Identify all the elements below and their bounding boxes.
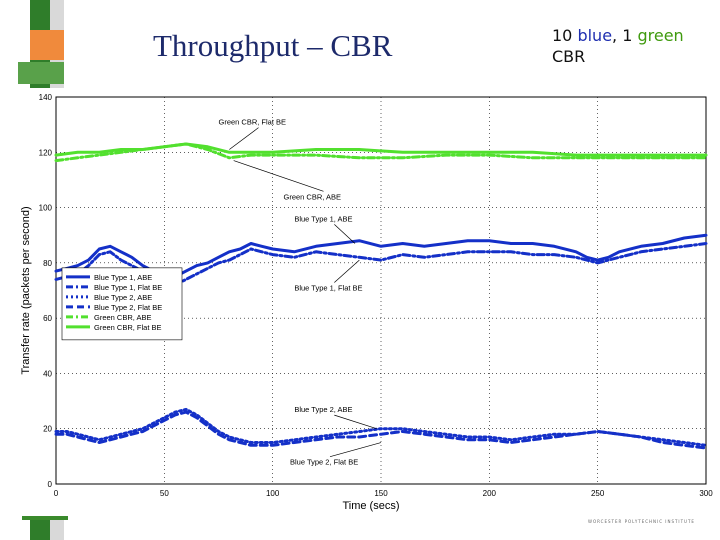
- legend-label: Green CBR, Flat BE: [94, 323, 162, 332]
- legend-label: Blue Type 1, ABE: [94, 273, 152, 282]
- series-line-4: [54, 410, 708, 450]
- x-tick-label: 150: [374, 489, 388, 498]
- y-tick-label: 60: [43, 314, 52, 323]
- y-tick-label: 20: [43, 425, 52, 434]
- annotation-label: Green CBR, ABE: [284, 192, 342, 201]
- x-tick-label: 200: [483, 489, 497, 498]
- y-tick-label: 0: [48, 480, 53, 489]
- y-tick-label: 100: [39, 204, 53, 213]
- caption-count: 10: [552, 26, 578, 45]
- annotation-arrow: [229, 127, 259, 150]
- footer-institution-text: WORCESTER POLYTECHNIC INSTITUTE: [588, 519, 695, 524]
- sidebar-orange-block: [30, 30, 64, 60]
- x-tick-label: 0: [54, 489, 59, 498]
- caption-separator: , 1: [612, 26, 638, 45]
- annotation-label: Blue Type 2, ABE: [294, 405, 352, 414]
- sidebar-green-block: [18, 62, 64, 84]
- y-tick-label: 80: [43, 259, 52, 268]
- slide-title: Throughput – CBR: [153, 28, 393, 63]
- x-tick-label: 100: [266, 489, 280, 498]
- x-axis-label: Time (secs): [342, 500, 399, 512]
- slide-caption: 10 blue, 1 green CBR: [552, 25, 684, 67]
- series-line-2: [54, 242, 708, 287]
- annotation-arrow: [334, 224, 356, 244]
- y-tick-label: 40: [43, 369, 52, 378]
- y-axis-label: Transfer rate (packets per second): [20, 206, 32, 374]
- series-line-5: [54, 142, 708, 163]
- annotation-arrow: [334, 414, 377, 430]
- annotation-arrow: [329, 442, 382, 457]
- y-tick-label: 140: [39, 93, 53, 102]
- annotation-label: Blue Type 1, ABE: [294, 214, 352, 223]
- legend-label: Green CBR, ABE: [94, 313, 152, 322]
- x-tick-label: 250: [591, 489, 605, 498]
- annotation-label: Blue Type 1, Flat BE: [294, 284, 362, 293]
- legend-label: Blue Type 1, Flat BE: [94, 283, 162, 292]
- series-line-3: [54, 407, 708, 447]
- legend-label: Blue Type 2, ABE: [94, 293, 152, 302]
- throughput-chart: 0 50 100 150 200 250 300 0 20 40 60 80 100 120 140 Time…: [12, 88, 720, 516]
- annotation-label: Green CBR, Flat BE: [219, 118, 287, 127]
- series-line-1: [54, 233, 708, 279]
- legend-label: Blue Type 2, Flat BE: [94, 303, 162, 312]
- annotation-arrow: [233, 160, 324, 192]
- x-tick-label: 50: [160, 489, 169, 498]
- caption-line2: CBR: [552, 47, 586, 66]
- series-line-6: [54, 142, 708, 157]
- y-tick-label: 120: [39, 148, 53, 157]
- annotation-label: Blue Type 2, Flat BE: [290, 458, 358, 467]
- annotation-arrow: [334, 259, 360, 283]
- x-tick-label: 300: [699, 489, 713, 498]
- caption-blue-word: blue: [577, 26, 613, 45]
- caption-green-word: green: [637, 26, 684, 45]
